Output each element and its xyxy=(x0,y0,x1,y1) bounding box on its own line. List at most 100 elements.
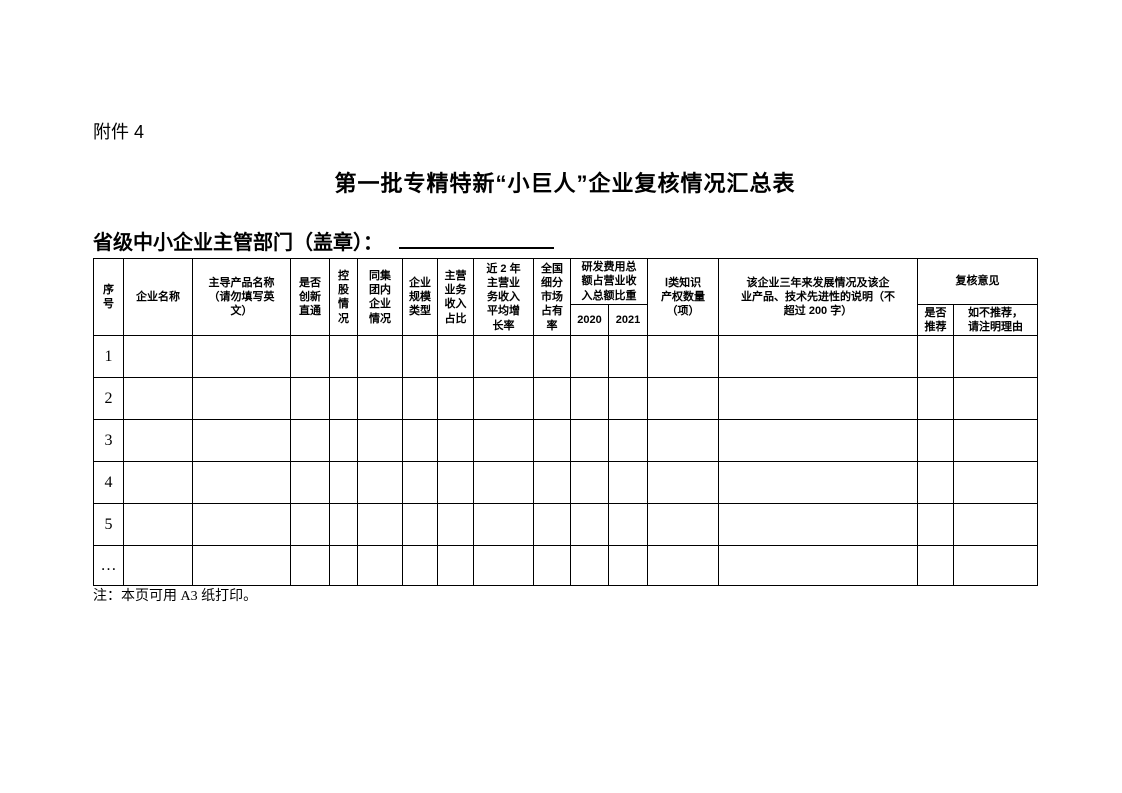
serial-cell: 2 xyxy=(93,377,124,421)
empty-cell xyxy=(357,503,403,547)
empty-cell xyxy=(357,461,403,505)
summary-table: 序 号 企业名称 主导产品名称 （请勿填写英 文） 是否 创新 直通 控 股 情… xyxy=(93,257,1038,587)
footnote: 注：本页可用 A3 纸打印。 xyxy=(93,589,258,604)
empty-cell xyxy=(647,545,719,587)
empty-cell xyxy=(290,545,330,587)
stamp-underline xyxy=(399,227,554,249)
empty-cell xyxy=(647,335,719,379)
empty-cell xyxy=(533,545,571,587)
empty-cell xyxy=(953,503,1038,547)
empty-cell xyxy=(123,419,193,463)
empty-cell xyxy=(570,503,609,547)
empty-cell xyxy=(329,335,358,379)
col-header-holding-status: 控 股 情 况 xyxy=(329,257,358,337)
empty-cell xyxy=(917,335,954,379)
table-row-3: 3 xyxy=(93,419,1038,463)
empty-cell xyxy=(953,377,1038,421)
empty-cell xyxy=(718,377,918,421)
empty-cell xyxy=(917,545,954,587)
col-header-market-share: 全国 细分 市场 占有 率 xyxy=(533,257,571,337)
col-header-recommend: 是否 推荐 xyxy=(917,303,954,337)
empty-cell xyxy=(608,377,648,421)
col-header-revenue-growth: 近 2 年 主营业 务收入 平均增 长率 xyxy=(473,257,534,337)
empty-cell xyxy=(953,419,1038,463)
serial-cell: 5 xyxy=(93,503,124,547)
empty-cell xyxy=(357,377,403,421)
col-header-main-product: 主导产品名称 （请勿填写英 文） xyxy=(192,257,291,337)
col-header-enterprise-scale: 企业 规模 类型 xyxy=(402,257,438,337)
empty-cell xyxy=(329,377,358,421)
empty-cell xyxy=(570,545,609,587)
empty-cell xyxy=(357,419,403,463)
empty-cell xyxy=(437,419,474,463)
empty-cell xyxy=(437,545,474,587)
col-header-year-2021: 2021 xyxy=(608,303,648,337)
empty-cell xyxy=(402,545,438,587)
empty-cell xyxy=(473,377,534,421)
col-header-group-company: 同集 团内 企业 情况 xyxy=(357,257,403,337)
empty-cell xyxy=(437,335,474,379)
empty-cell xyxy=(437,377,474,421)
empty-cell xyxy=(192,461,291,505)
empty-cell xyxy=(718,461,918,505)
empty-cell xyxy=(608,545,648,587)
col-header-review-opinion: 复核意见 xyxy=(917,258,1038,305)
table-row-1: 1 xyxy=(93,335,1038,379)
empty-cell xyxy=(533,335,571,379)
empty-cell xyxy=(402,419,438,463)
empty-cell xyxy=(718,419,918,463)
empty-cell xyxy=(473,545,534,587)
empty-cell xyxy=(192,419,291,463)
empty-cell xyxy=(608,461,648,505)
empty-cell xyxy=(953,545,1038,587)
stamp-line: 省级中小企业主管部门（盖章）： xyxy=(93,226,554,255)
col-header-serial: 序 号 xyxy=(93,257,124,337)
col-header-main-revenue-share: 主营 业务 收入 占比 xyxy=(437,257,474,337)
stamp-label: 省级中小企业主管部门（盖章）： xyxy=(93,232,383,254)
empty-cell xyxy=(608,419,648,463)
empty-cell xyxy=(533,461,571,505)
empty-cell xyxy=(290,461,330,505)
col-header-ip-count: Ⅰ类知识 产权数量 （项） xyxy=(647,257,719,337)
empty-cell xyxy=(192,335,291,379)
empty-cell xyxy=(192,545,291,587)
empty-cell xyxy=(123,461,193,505)
empty-cell xyxy=(329,419,358,463)
serial-cell: 4 xyxy=(93,461,124,505)
empty-cell xyxy=(608,503,648,547)
empty-cell xyxy=(290,503,330,547)
attachment-label: 附件 4 xyxy=(93,122,145,142)
empty-cell xyxy=(357,335,403,379)
col-header-reject-reason: 如不推荐， 请注明理由 xyxy=(953,303,1038,337)
empty-cell xyxy=(647,419,719,463)
empty-cell xyxy=(647,377,719,421)
empty-cell xyxy=(402,377,438,421)
empty-cell xyxy=(437,461,474,505)
empty-cell xyxy=(917,419,954,463)
empty-cell xyxy=(473,419,534,463)
empty-cell xyxy=(917,461,954,505)
table-row-4: 4 xyxy=(93,461,1038,505)
empty-cell xyxy=(290,335,330,379)
empty-cell xyxy=(473,335,534,379)
empty-cell xyxy=(329,545,358,587)
empty-cell xyxy=(290,377,330,421)
empty-cell xyxy=(570,419,609,463)
empty-cell xyxy=(953,335,1038,379)
empty-cell xyxy=(953,461,1038,505)
empty-cell xyxy=(917,503,954,547)
col-header-innovation-express: 是否 创新 直通 xyxy=(290,257,330,337)
empty-cell xyxy=(402,461,438,505)
empty-cell xyxy=(718,545,918,587)
table-row-5: 5 xyxy=(93,503,1038,547)
empty-cell xyxy=(473,503,534,547)
serial-cell: 3 xyxy=(93,419,124,463)
empty-cell xyxy=(402,503,438,547)
col-header-year-2020: 2020 xyxy=(570,303,609,337)
empty-cell xyxy=(533,419,571,463)
empty-cell xyxy=(123,377,193,421)
empty-cell xyxy=(437,503,474,547)
empty-cell xyxy=(329,503,358,547)
empty-cell xyxy=(123,335,193,379)
